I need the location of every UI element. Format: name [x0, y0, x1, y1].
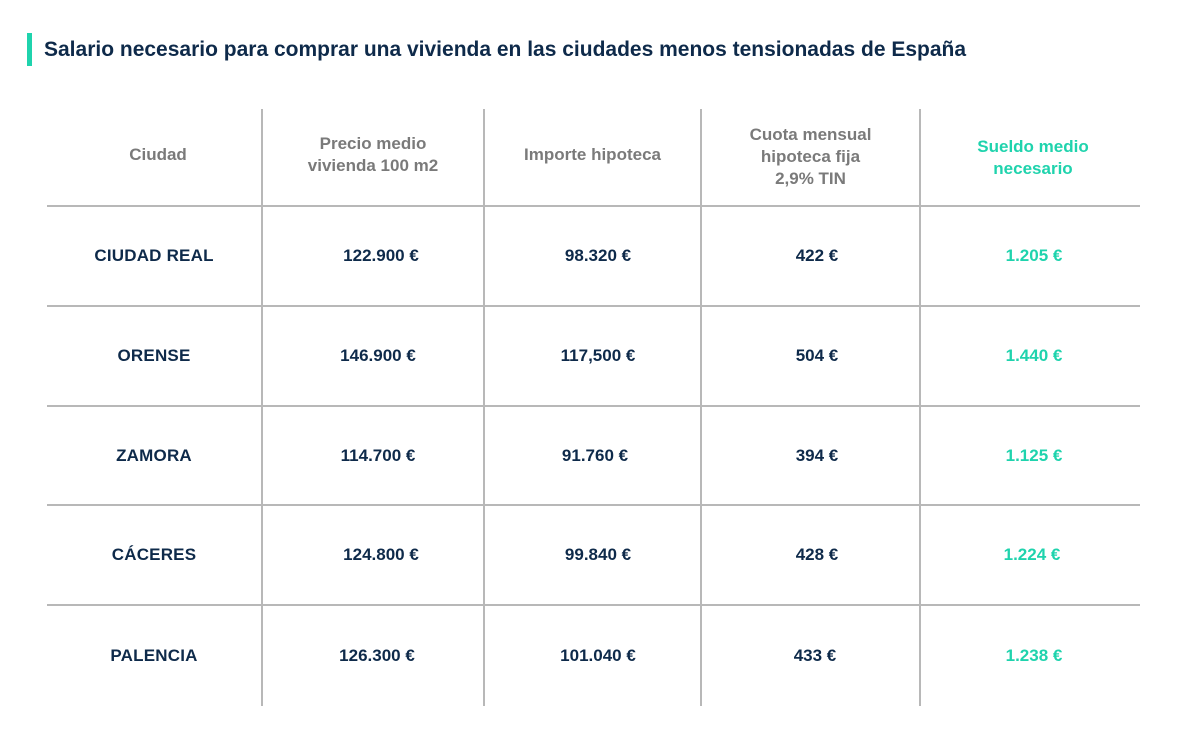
- column-divider: [483, 109, 485, 706]
- header-mortgage-label: Importe hipoteca: [524, 145, 661, 164]
- row-divider: [47, 205, 1140, 207]
- title-accent-bar: [27, 33, 32, 66]
- table-cell-fee: 428 €: [795, 545, 839, 564]
- row-divider: [47, 604, 1140, 606]
- table-cell-mortgage: 98.320 €: [564, 246, 632, 265]
- table-cell-price: 146.900 €: [340, 346, 416, 365]
- table-cell-salary: 1.238 €: [1005, 646, 1063, 665]
- page-title: Salario necesario para comprar una vivie…: [44, 37, 967, 61]
- table-cell-salary: 1.440 €: [1005, 346, 1063, 365]
- column-divider: [261, 109, 263, 706]
- table-cell-salary: 1.205 €: [1005, 246, 1063, 265]
- table-row-city: ORENSE: [117, 346, 191, 365]
- column-divider: [919, 109, 921, 706]
- table-cell-mortgage: 99.840 €: [564, 545, 632, 564]
- table-cell-price: 122.900 €: [343, 246, 419, 265]
- header-price-line1: Precio medio: [319, 134, 427, 153]
- column-divider: [700, 109, 702, 706]
- header-price-line2: vivienda 100 m2: [307, 156, 439, 175]
- header-salary: Sueldo medio necesario: [921, 109, 1145, 207]
- header-fee-line3: 2,9% TIN: [775, 169, 846, 188]
- row-divider: [47, 504, 1140, 506]
- table-cell-mortgage: 91.760 €: [561, 445, 629, 465]
- header-salary-line2: necesario: [993, 159, 1073, 178]
- table-row-city: CIUDAD REAL: [94, 246, 214, 265]
- table-cell-mortgage: 117,500 €: [560, 346, 636, 365]
- table-cell-price: 124.800 €: [343, 545, 419, 564]
- header-fee: Cuota mensual hipoteca fija 2,9% TIN: [702, 109, 919, 205]
- table-cell-fee: 504 €: [795, 346, 839, 365]
- salary-table: Ciudad Precio medio vivienda 100 m2 Impo…: [47, 109, 1140, 706]
- header-city: Ciudad: [47, 109, 269, 201]
- table-cell-salary: 1.224 €: [1003, 545, 1061, 564]
- table-cell-price: 126.300 €: [339, 646, 415, 665]
- row-divider: [47, 405, 1140, 407]
- table-row-city: ZAMORA: [116, 445, 192, 465]
- table-cell-price: 114.700 €: [340, 445, 416, 465]
- header-city-label: Ciudad: [129, 145, 187, 164]
- row-divider: [47, 305, 1140, 307]
- header-fee-line1: Cuota mensual: [749, 125, 872, 144]
- header-salary-line1: Sueldo medio: [977, 137, 1089, 156]
- table-row-city: PALENCIA: [110, 646, 198, 665]
- table-cell-fee: 394 €: [795, 445, 839, 465]
- header-mortgage: Importe hipoteca: [485, 109, 700, 201]
- header-price: Precio medio vivienda 100 m2: [263, 109, 483, 201]
- table-cell-mortgage: 101.040 €: [560, 646, 636, 665]
- header-fee-line2: hipoteca fija: [760, 147, 861, 166]
- table-row-city: CÁCERES: [111, 545, 197, 564]
- table-cell-fee: 422 €: [795, 246, 839, 265]
- title-block: Salario necesario para comprar una vivie…: [27, 33, 966, 66]
- table-cell-fee: 433 €: [793, 646, 837, 665]
- table-cell-salary: 1.125 €: [1005, 445, 1063, 465]
